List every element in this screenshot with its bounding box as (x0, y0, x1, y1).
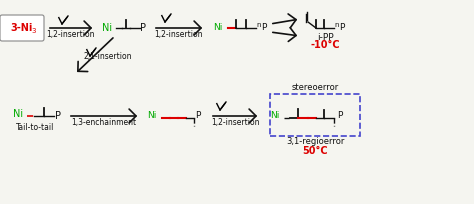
Text: P: P (261, 23, 267, 32)
Bar (270, 94, 360, 136)
Text: P: P (140, 23, 146, 33)
FancyBboxPatch shape (0, 15, 44, 41)
Text: -10°C: -10°C (310, 40, 340, 50)
Text: Ni: Ni (213, 23, 223, 32)
Text: 1,2-insertion: 1,2-insertion (211, 118, 259, 126)
Text: 2,1-insertion: 2,1-insertion (84, 51, 132, 61)
Text: Ni: Ni (13, 109, 23, 119)
Text: Tail-to-tail: Tail-to-tail (16, 123, 54, 133)
Text: P: P (195, 112, 201, 121)
Text: Ni: Ni (102, 23, 112, 33)
Text: 1,2-insertion: 1,2-insertion (46, 30, 94, 39)
Text: 1,3-enchainment: 1,3-enchainment (72, 118, 137, 126)
Text: P: P (337, 112, 343, 121)
Text: Ni: Ni (147, 112, 157, 121)
Text: n: n (257, 22, 261, 28)
Text: 50°C: 50°C (302, 146, 328, 156)
Text: 3,1-regioerror: 3,1-regioerror (286, 137, 344, 146)
Text: i-PP: i-PP (317, 33, 333, 42)
Text: P: P (339, 23, 345, 32)
Text: n: n (335, 22, 339, 28)
Text: 3: 3 (32, 28, 36, 34)
Text: P: P (55, 111, 61, 121)
Text: Ni: Ni (270, 112, 280, 121)
Text: 1,2-insertion: 1,2-insertion (154, 30, 202, 39)
Text: 3-Ni: 3-Ni (11, 23, 33, 33)
Text: stereoerror: stereoerror (292, 83, 338, 92)
